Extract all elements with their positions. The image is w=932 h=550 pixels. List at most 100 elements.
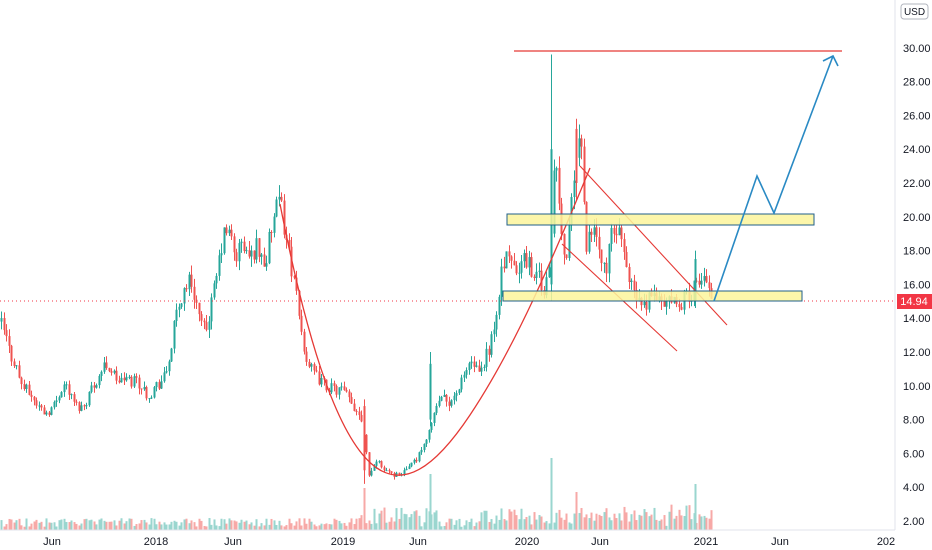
volume-bar [123, 523, 126, 530]
volume-bar [663, 515, 666, 530]
volume-bar [405, 514, 408, 530]
candle-body [533, 276, 536, 278]
candle-body [700, 280, 703, 285]
price-tick-label: 28.00 [903, 77, 931, 89]
volume-bar [473, 526, 476, 530]
candle-body [615, 233, 618, 236]
volume-bar [80, 523, 83, 530]
cup-curve[interactable] [279, 167, 591, 476]
candle-body [298, 290, 301, 316]
volume-bar [200, 520, 203, 530]
volume-bar [108, 521, 111, 530]
candle-body [403, 470, 406, 475]
volume-bar [300, 525, 303, 530]
volume-bar [38, 522, 41, 530]
candle-body [525, 253, 528, 268]
candle-body [465, 370, 468, 375]
candle-body [5, 330, 8, 337]
price-axis-labels: 2.00 4.00 6.00 8.00 10.00 12.00 14.00 16.00 18.0… [903, 43, 931, 528]
candle-body [593, 227, 596, 235]
volume-bar [160, 524, 163, 530]
volume-bar [373, 508, 376, 530]
volume-bar [100, 518, 103, 530]
volume-bar [668, 511, 671, 530]
volume-bar [358, 518, 361, 530]
projection-path[interactable] [713, 55, 834, 302]
volume-bar [155, 524, 158, 530]
volume-bar [45, 518, 48, 530]
currency-badge[interactable]: USD [900, 3, 929, 20]
volume-bar [378, 513, 381, 530]
volume-bar [528, 515, 531, 530]
candle-body [405, 468, 408, 471]
volume-bar [310, 521, 313, 530]
volume-bar [578, 513, 581, 530]
volume-bar [518, 519, 521, 530]
volume-bar [410, 514, 413, 530]
candle-body [238, 243, 241, 262]
volume-bar [510, 511, 513, 530]
support-zone[interactable] [502, 290, 803, 302]
volume-bar [610, 520, 613, 530]
volume-bar [375, 523, 378, 530]
volume-bar [345, 525, 348, 530]
candle-body [575, 128, 578, 183]
candle-body [65, 384, 68, 386]
candle-body [90, 385, 93, 392]
candle-body [475, 365, 478, 367]
volume-bar [463, 525, 466, 530]
candle-body [295, 277, 298, 291]
volume-bar [210, 524, 213, 530]
volume-bar [553, 522, 556, 530]
resistance-zone[interactable] [506, 213, 815, 226]
candle-body [320, 377, 323, 385]
volume-bar [183, 519, 186, 530]
candle-body [143, 387, 146, 390]
volume-bar [85, 518, 88, 530]
volume-bar [65, 521, 68, 530]
candle-body [273, 216, 276, 233]
candle-body [498, 296, 501, 315]
candle-body [218, 255, 221, 276]
candle-body [148, 398, 151, 400]
volume-bar [408, 517, 411, 530]
candle-body [80, 405, 83, 411]
candle-body [48, 412, 51, 415]
volume-bar [490, 519, 493, 530]
candle-body [523, 253, 526, 262]
candle-body [333, 383, 336, 386]
candle-body [38, 405, 41, 407]
candle-body [308, 361, 311, 367]
volume-bar [418, 515, 421, 530]
candle-body [425, 439, 428, 444]
candle-body [588, 231, 591, 252]
candle-body [228, 229, 231, 234]
candle-body [233, 236, 236, 253]
volume-bar [530, 524, 533, 530]
volume-bar [245, 520, 248, 530]
volume-bar [110, 521, 113, 530]
volume-bar [438, 521, 441, 530]
volume-bar [203, 525, 206, 530]
volume-bar [225, 523, 228, 530]
candle-body [28, 384, 31, 395]
volume-bar [688, 505, 691, 530]
currency-badge-box [900, 3, 929, 20]
volume-bar [195, 526, 198, 530]
volume-bar [660, 519, 663, 530]
candle-body [568, 225, 571, 259]
volume-bar [443, 526, 446, 530]
volume-bar [355, 518, 358, 530]
candle-body [470, 361, 473, 364]
candle-body [385, 470, 388, 472]
candle-body [170, 348, 173, 362]
volume-bar [298, 518, 301, 530]
volume-bar [580, 508, 583, 530]
volume-bar [0, 520, 3, 530]
volume-bar [60, 519, 63, 530]
candle-body [618, 227, 621, 236]
volume-bar [170, 521, 173, 530]
volume-bar [115, 525, 118, 530]
volume-bar [548, 523, 551, 530]
